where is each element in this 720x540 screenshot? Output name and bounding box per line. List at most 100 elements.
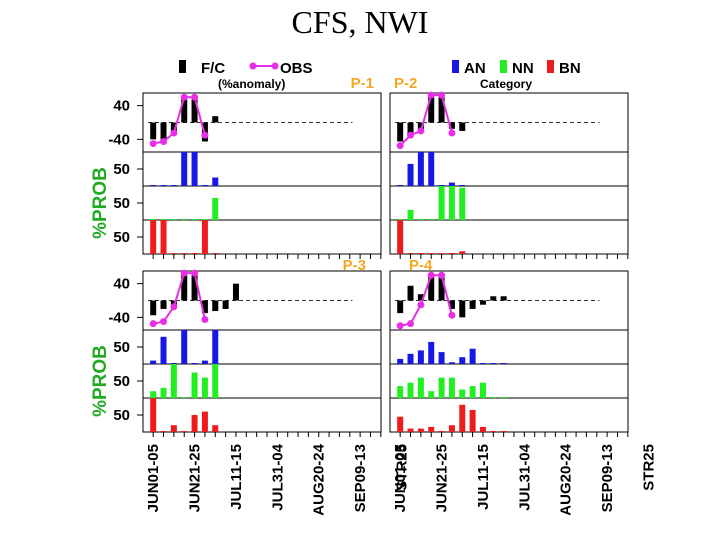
panel-1-fc-bar-1	[150, 122, 157, 140]
panel-3-y-tick-40: 40	[113, 276, 130, 293]
panel-1-bn-bar-2	[160, 220, 167, 254]
legend-obs-dot-left	[249, 62, 257, 70]
panel-label-p-1: P-1	[351, 75, 374, 92]
panel-1-an-bar-3	[170, 185, 177, 186]
panel-3-x-label-5: AUG20-24	[311, 443, 328, 515]
panel-3-an-bar-5	[191, 363, 198, 364]
panel-1-fc-bar-4	[181, 99, 188, 123]
panel-1-an-bar-7	[212, 177, 219, 186]
panel-1-an-bar-4	[181, 152, 188, 186]
panel-4-fc-bar-1	[397, 300, 404, 314]
panel-4-an-bar-6	[448, 362, 455, 364]
panel-4-x-label-2: JUN21-25	[434, 444, 451, 512]
panel-4-fc-bar-7	[459, 300, 466, 318]
panel-3-nn-bar-5	[191, 372, 198, 398]
panel-4-bn-bar-10	[490, 431, 497, 432]
panel-4-fc-bar-10	[490, 296, 497, 301]
panel-3-bn-bar-4	[181, 431, 188, 432]
panel-1-obs-point-6	[201, 131, 209, 139]
panel-1-frame-an	[142, 151, 382, 187]
panel-1-nn-bar-1	[150, 219, 157, 220]
panel-1-obs-point-2	[160, 137, 168, 145]
panel-3-y-tick-neg40: -40	[108, 309, 130, 326]
panel-3-x-label-7: STR25	[394, 444, 411, 491]
panel-4-nn-bar-9	[479, 382, 486, 398]
panel-1-bn-bar-3	[170, 253, 177, 254]
panel-4-obs-point-5	[438, 271, 446, 279]
panel-4-bn-bar-5	[438, 431, 445, 432]
panel-1-fc-bar-7	[212, 116, 219, 123]
panel-3-obs-point-5	[191, 269, 199, 277]
panel-4-x-label-7: STR25	[641, 444, 658, 491]
panel-2-obs-point-1	[396, 142, 404, 150]
panel-3-fc-bar-6	[201, 300, 208, 314]
panel-3-an-bar-1	[150, 360, 157, 364]
panel-2-bn-bar-5	[438, 253, 445, 254]
panel-3-obs-point-1	[149, 320, 157, 328]
panel-3-fc-bar-8	[222, 300, 229, 309]
panel-4-nn-bar-7	[459, 389, 466, 398]
panel-1-y-tick-40: 40	[113, 98, 130, 115]
panel-3-fc-bar-5	[191, 275, 198, 301]
panel-2-fc-bar-5	[438, 97, 445, 123]
panel-3-fc-bar-2	[160, 300, 167, 309]
panel-2-nn-bar-1	[397, 219, 404, 220]
panel-2-an-bar-1	[397, 185, 404, 186]
panel-1-bn-bar-6	[201, 220, 208, 254]
panel-3-obs-point-3	[170, 303, 178, 311]
panel-3-fc-bar-7	[212, 300, 219, 312]
panel-4-an-bar-9	[479, 363, 486, 364]
panel-4-nn-bar-6	[448, 377, 455, 398]
panel-4-bn-bar-11	[500, 431, 507, 432]
panel-4-an-bar-11	[500, 363, 507, 364]
legend-fc-swatch	[179, 60, 186, 73]
panel-3-fc-bar-9	[232, 283, 239, 301]
panel-4-an-bar-8	[469, 348, 476, 364]
panel-3-an-bar-6	[201, 360, 208, 364]
panel-1-y-axis-label: %PROB	[90, 167, 111, 239]
panel-4-nn-bar-10	[490, 397, 497, 398]
panel-3-fc-bar-3	[170, 300, 177, 305]
panel-3-fc-bar-1	[150, 300, 157, 316]
panel-3-frame-bn	[142, 397, 382, 433]
panel-4-bn-bar-9	[479, 426, 486, 432]
panel-3-fc-bar-4	[181, 275, 188, 301]
panel-1-obs-point-4	[180, 93, 188, 101]
panel-1-frame-nn	[142, 185, 382, 221]
panel-3-nn-bar-7	[212, 364, 219, 398]
panel-4-x-label-5: AUG20-24	[558, 443, 575, 515]
panel-4-bn-bar-7	[459, 404, 466, 432]
panel-2-frame-bn	[389, 219, 629, 255]
panel-3-bn-bar-2	[160, 431, 167, 432]
panel-2-fc-bar-2	[407, 122, 414, 138]
panel-3-x-label-3: JUL11-15	[228, 444, 245, 510]
panel-1-nn-bar-2	[160, 219, 167, 220]
panel-3-nn-bar-6	[201, 377, 208, 398]
panel-4-bn-bar-3	[417, 428, 424, 432]
legend-obs-dot-right	[271, 62, 279, 70]
panel-2-obs-point-2	[407, 131, 415, 139]
panel-4-x-label-3: JUL11-15	[475, 444, 492, 510]
panel-2-an-bar-2	[407, 163, 414, 186]
panel-4-nn-bar-1	[397, 386, 404, 398]
panel-1-bn-bar-4	[181, 253, 188, 254]
legend-bn-swatch	[547, 60, 554, 73]
legend-nn-swatch	[500, 60, 507, 73]
panel-1-frame-bn	[142, 219, 382, 255]
panel-1-y-tick-neg40: -40	[108, 131, 130, 148]
panel-3-prob-tick-1: 50	[113, 339, 130, 356]
panel-1-bn-bar-5	[191, 253, 198, 254]
legend-category-note: Category	[480, 77, 532, 91]
panel-2-obs-point-4	[427, 91, 435, 99]
panel-3-obs-point-2	[160, 318, 168, 326]
panel-4-frame-nn	[389, 363, 629, 399]
panel-4-x-label-6: SEP09-13	[599, 444, 616, 512]
panel-2-an-bar-4	[428, 152, 435, 186]
panel-2-obs-point-5	[438, 91, 446, 99]
panel-4-fc-bar-9	[479, 300, 486, 305]
panel-2-bn-bar-1	[397, 220, 404, 254]
panel-3-bn-bar-3	[170, 425, 177, 432]
panel-label-p-3: P-3	[343, 257, 366, 274]
panel-4-an-bar-10	[490, 363, 497, 364]
